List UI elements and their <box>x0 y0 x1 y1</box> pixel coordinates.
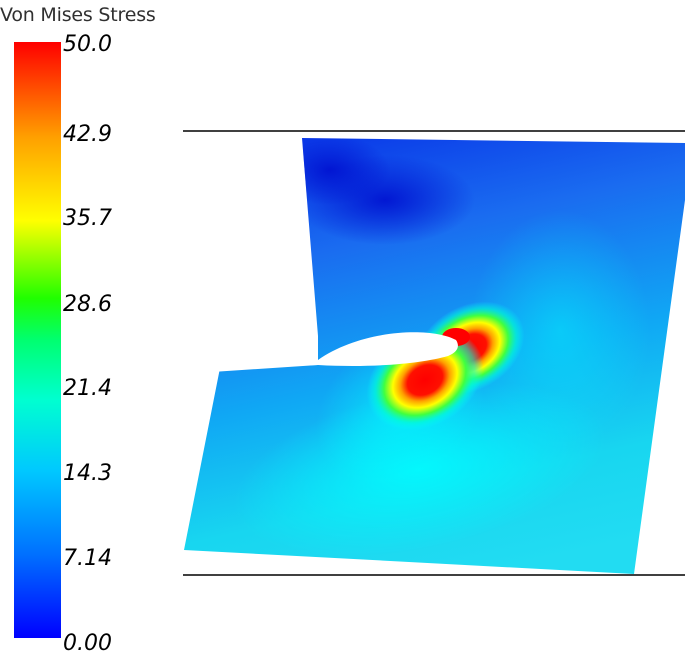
colorbar-tick-35-7: 35.7 <box>63 206 112 231</box>
colorbar <box>14 42 61 638</box>
legend-title: Von Mises Stress <box>0 4 156 26</box>
colorbar-tick-14-3: 14.3 <box>63 461 112 486</box>
colorbar-tick-42-9: 42.9 <box>63 122 112 147</box>
colorbar-tick-28-6: 28.6 <box>63 292 112 317</box>
crack-hole <box>212 332 458 372</box>
colorbar-tick-21-4: 21.4 <box>63 376 112 401</box>
colorbar-tick-7-14: 7.14 <box>63 546 112 571</box>
colorbar-gradient <box>14 42 61 638</box>
colorbar-tick-0: 0.00 <box>63 631 112 656</box>
colorbar-tick-50: 50.0 <box>63 32 112 57</box>
